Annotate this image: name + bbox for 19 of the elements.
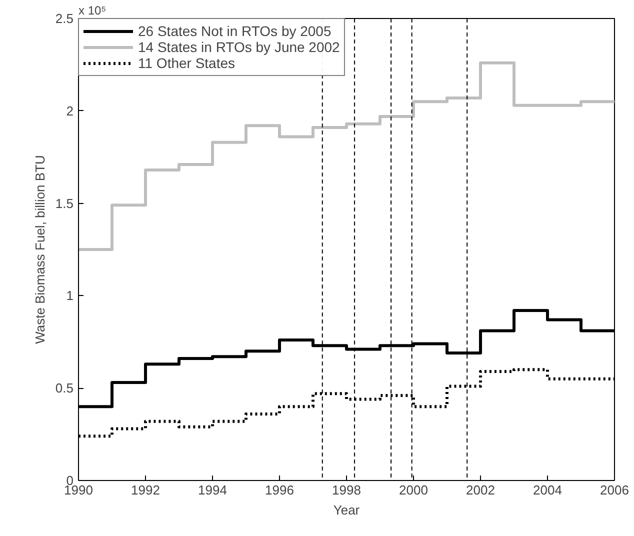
x-tick-label: 2000	[399, 482, 428, 498]
y-tick-label: 1.5	[55, 196, 74, 211]
y-tick-label: 1	[66, 288, 74, 304]
x-tick-label: 2006	[600, 482, 629, 498]
legend-label: 11 Other States	[138, 55, 236, 71]
y-tick-label: 0.5	[55, 380, 74, 396]
x-tick-label: 2004	[533, 482, 562, 498]
y-tick-label: 2.5	[55, 11, 74, 26]
text: x 10⁵	[78, 4, 106, 18]
x-tick-label: 1998	[332, 482, 361, 498]
x-tick-label: 2002	[466, 482, 495, 498]
x-tick-label: 1994	[198, 482, 227, 498]
legend-label: 14 States in RTOs by June 2002	[138, 39, 340, 55]
legend-label: 26 States Not in RTOs by 2005	[138, 23, 332, 39]
y-tick-label: 2	[66, 103, 74, 118]
x-tick-label: 1992	[131, 482, 160, 498]
x-tick-label: 1996	[265, 482, 294, 498]
y-axis-title: Waste Biomass Fuel, billion BTU	[32, 155, 48, 344]
x-axis-title: Year	[333, 502, 360, 518]
